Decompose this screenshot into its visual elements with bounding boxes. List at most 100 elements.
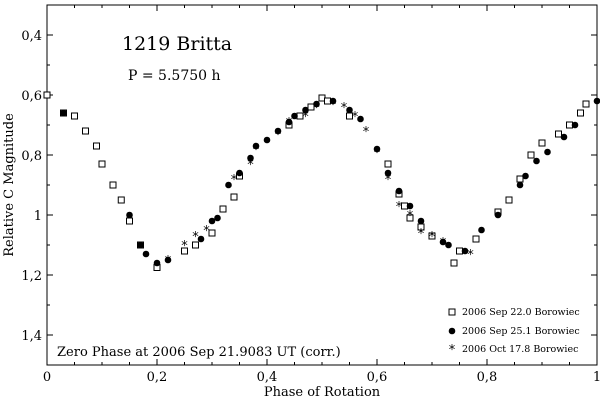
data-point-series-3: * — [418, 227, 425, 242]
chart-subtitle: P = 5.5750 h — [128, 68, 221, 84]
data-point-series-2 — [313, 100, 320, 108]
x-tick-label: 1 — [593, 370, 600, 385]
data-point-series-2 — [522, 172, 529, 180]
data-point-series-1 — [43, 91, 51, 99]
data-point-series-2 — [126, 211, 133, 219]
data-point-series-2 — [153, 259, 161, 267]
data-point-series-2 — [571, 121, 579, 129]
data-point-series-1 — [516, 175, 524, 183]
legend-marker-3: * — [449, 343, 456, 358]
data-point-series-1 — [98, 160, 106, 168]
data-point-series-3: * — [253, 143, 260, 158]
data-point-series-2 — [60, 109, 67, 117]
data-point-series-3: * — [231, 173, 238, 188]
legend-markers: * — [448, 308, 456, 358]
data-point-series-3: * — [275, 128, 282, 143]
data-point-series-2 — [302, 106, 309, 114]
data-point-series-2 — [560, 133, 568, 141]
y-tick-label: 0,8 — [21, 149, 42, 164]
data-point-series-3: * — [302, 110, 309, 125]
legend: * 2006 Sep 22.0 Borowiec 2006 Sep 25.1 B… — [448, 307, 580, 358]
data-point-series-2 — [214, 214, 221, 222]
data-point-series-2 — [439, 238, 447, 246]
data-point-series-1 — [307, 103, 315, 111]
data-point-series-3: * — [165, 254, 172, 269]
x-tick-label: 0,8 — [477, 370, 498, 385]
x-axis-title: Phase of Rotation — [264, 385, 381, 400]
data-point-series-1 — [109, 181, 117, 189]
data-point-series-1 — [456, 247, 463, 255]
legend-marker-2 — [448, 327, 456, 335]
data-point-series-1 — [505, 196, 513, 204]
legend-marker-1 — [448, 308, 456, 316]
data-point-series-3: * — [247, 158, 254, 173]
data-point-series-2 — [445, 241, 452, 249]
data-point-series-1 — [219, 205, 227, 213]
data-point-series-1 — [192, 241, 199, 249]
data-point-series-2 — [247, 154, 254, 162]
data-point-series-1 — [126, 217, 133, 225]
data-point-series-1 — [472, 235, 480, 243]
x-tick-label: 0 — [43, 370, 51, 385]
data-point-series-2 — [346, 106, 353, 114]
data-point-series-3: * — [352, 110, 359, 125]
data-marks: * * * * * * * * * * * * * * * * * * * * * * * — [43, 91, 600, 271]
data-point-series-3: * — [407, 209, 414, 224]
data-point-series-2 — [164, 256, 172, 264]
data-point-series-2 — [208, 217, 216, 225]
data-point-series-2 — [236, 169, 243, 177]
data-point-series-2 — [263, 136, 271, 144]
data-point-series-3: * — [313, 101, 320, 116]
data-point-series-2 — [357, 115, 364, 123]
data-point-series-1 — [566, 121, 573, 129]
y-tick-label: 0,4 — [21, 29, 42, 44]
x-tick-label: 0,4 — [257, 370, 278, 385]
data-point-series-2 — [544, 148, 551, 156]
data-point-series-2 — [395, 187, 403, 195]
data-point-series-2 — [384, 169, 392, 177]
chart-title: 1219 Britta — [122, 33, 232, 55]
y-tick-label: 0,6 — [21, 89, 42, 104]
data-point-series-2 — [406, 202, 414, 210]
y-axis-title: Relative C Magnitude — [2, 113, 17, 257]
legend-entry-3: 2006 Oct 17.8 Borowiec — [462, 344, 578, 355]
data-point-series-1 — [577, 109, 584, 117]
data-point-series-2 — [274, 127, 282, 135]
data-point-series-2 — [516, 181, 524, 189]
data-point-series-3: * — [203, 224, 210, 239]
data-point-series-2 — [461, 247, 469, 255]
data-point-series-3: * — [181, 239, 188, 254]
data-point-series-3: * — [330, 98, 337, 113]
data-point-series-1 — [384, 160, 392, 168]
legend-entry-1: 2006 Sep 22.0 Borowiec — [462, 307, 580, 318]
x-tick-label: 0,6 — [367, 370, 388, 385]
data-point-series-1 — [208, 229, 216, 237]
data-point-series-2 — [137, 241, 144, 249]
data-point-series-2 — [252, 142, 260, 150]
data-point-series-3: * — [396, 200, 403, 215]
data-point-series-1 — [406, 214, 414, 222]
y-tick-label: 1 — [34, 209, 42, 224]
data-point-series-2 — [197, 235, 205, 243]
data-point-series-2 — [417, 217, 425, 225]
data-point-series-1 — [82, 127, 89, 135]
data-point-series-1 — [71, 112, 78, 120]
data-point-series-1 — [117, 196, 125, 204]
data-point-series-2 — [291, 112, 298, 120]
data-point-series-3: * — [385, 173, 392, 188]
data-point-series-1 — [538, 139, 546, 147]
data-point-series-3: * — [363, 125, 370, 140]
data-point-series-2 — [142, 250, 150, 258]
y-tick-label: 1,4 — [21, 329, 42, 344]
data-point-series-1 — [93, 142, 100, 150]
data-point-series-3: * — [192, 230, 199, 245]
data-point-series-2 — [329, 97, 337, 105]
data-point-series-3: * — [374, 146, 381, 161]
y-tick-label: 1,2 — [21, 269, 42, 284]
data-point-series-3: * — [440, 236, 447, 251]
data-point-series-3: * — [341, 101, 348, 116]
data-point-series-1 — [450, 259, 458, 267]
data-point-series-1 — [527, 151, 535, 159]
data-point-series-1 — [582, 100, 590, 108]
